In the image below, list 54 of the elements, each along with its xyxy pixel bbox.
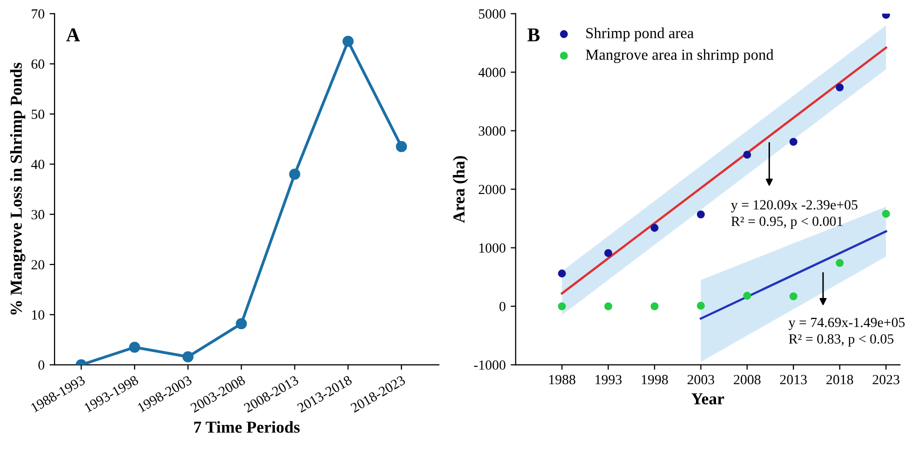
y-tick-label: 10 [32, 310, 44, 320]
text: B [528, 28, 540, 42]
annotation: y = 74.69x-1.49e+05 R² = 0.83, p < 0.05 [788, 318, 905, 346]
point [836, 259, 844, 267]
y-tick-label: 20 [32, 260, 44, 270]
x-tick-label: 1993 [596, 374, 622, 384]
x-tick-label: 1998 [642, 374, 668, 384]
point [558, 270, 566, 278]
y-tick-label: 0 [38, 360, 44, 370]
y-tick-label: 5000 [478, 9, 506, 19]
y-axis-title: % Mangrove Loss in Shrimp Ponds [10, 62, 26, 314]
y-tick-label: 30 [32, 210, 44, 220]
y-tick-label: 4000 [478, 68, 506, 78]
point [650, 224, 658, 232]
y-tick-label: 40 [31, 160, 44, 170]
x-tick-label: 2023 [872, 374, 900, 384]
y-axis-title: Area (ha) [452, 156, 468, 223]
y-tick-label: 60 [32, 59, 44, 69]
y-tick-label: 3000 [478, 126, 506, 136]
x-axis-title: Year [691, 393, 724, 404]
y-tick-label: 50 [32, 110, 44, 119]
legend-label: Shrimp pond area [586, 28, 694, 42]
point [743, 292, 752, 300]
point [604, 302, 612, 310]
point [182, 351, 194, 362]
y-tick-label: 2000 [478, 184, 506, 194]
point [604, 249, 612, 257]
point [789, 138, 798, 146]
point [696, 302, 705, 310]
point [882, 210, 890, 218]
point [650, 302, 658, 310]
x-axis-title: 7 Time Periods [194, 421, 300, 433]
point [558, 302, 566, 310]
point [342, 36, 354, 47]
y-tick-label: 1000 [479, 243, 506, 253]
x-tick-label: 2018 [826, 374, 854, 384]
point [836, 83, 844, 92]
point [743, 150, 752, 159]
point [129, 342, 140, 353]
y-tick-label: 0 [500, 302, 506, 312]
legend-label: Mangrove area in shrimp pond [586, 49, 774, 64]
point [696, 210, 705, 218]
point [396, 141, 407, 152]
annotation: y = 120.09x -2.39e+05 R² = 0.95, p < 0.001 [731, 200, 858, 229]
point [289, 168, 300, 180]
y-tick-label: -1000 [474, 360, 506, 370]
x-tick-label: 2008 [734, 374, 760, 384]
text: A [66, 28, 80, 42]
x-tick-label: 2003 [688, 374, 714, 384]
point [236, 318, 247, 330]
point [789, 292, 798, 300]
y-tick-label: 70 [32, 9, 44, 19]
x-tick-label: 1988 [549, 374, 576, 384]
x-tick-label: 2013 [780, 374, 807, 384]
